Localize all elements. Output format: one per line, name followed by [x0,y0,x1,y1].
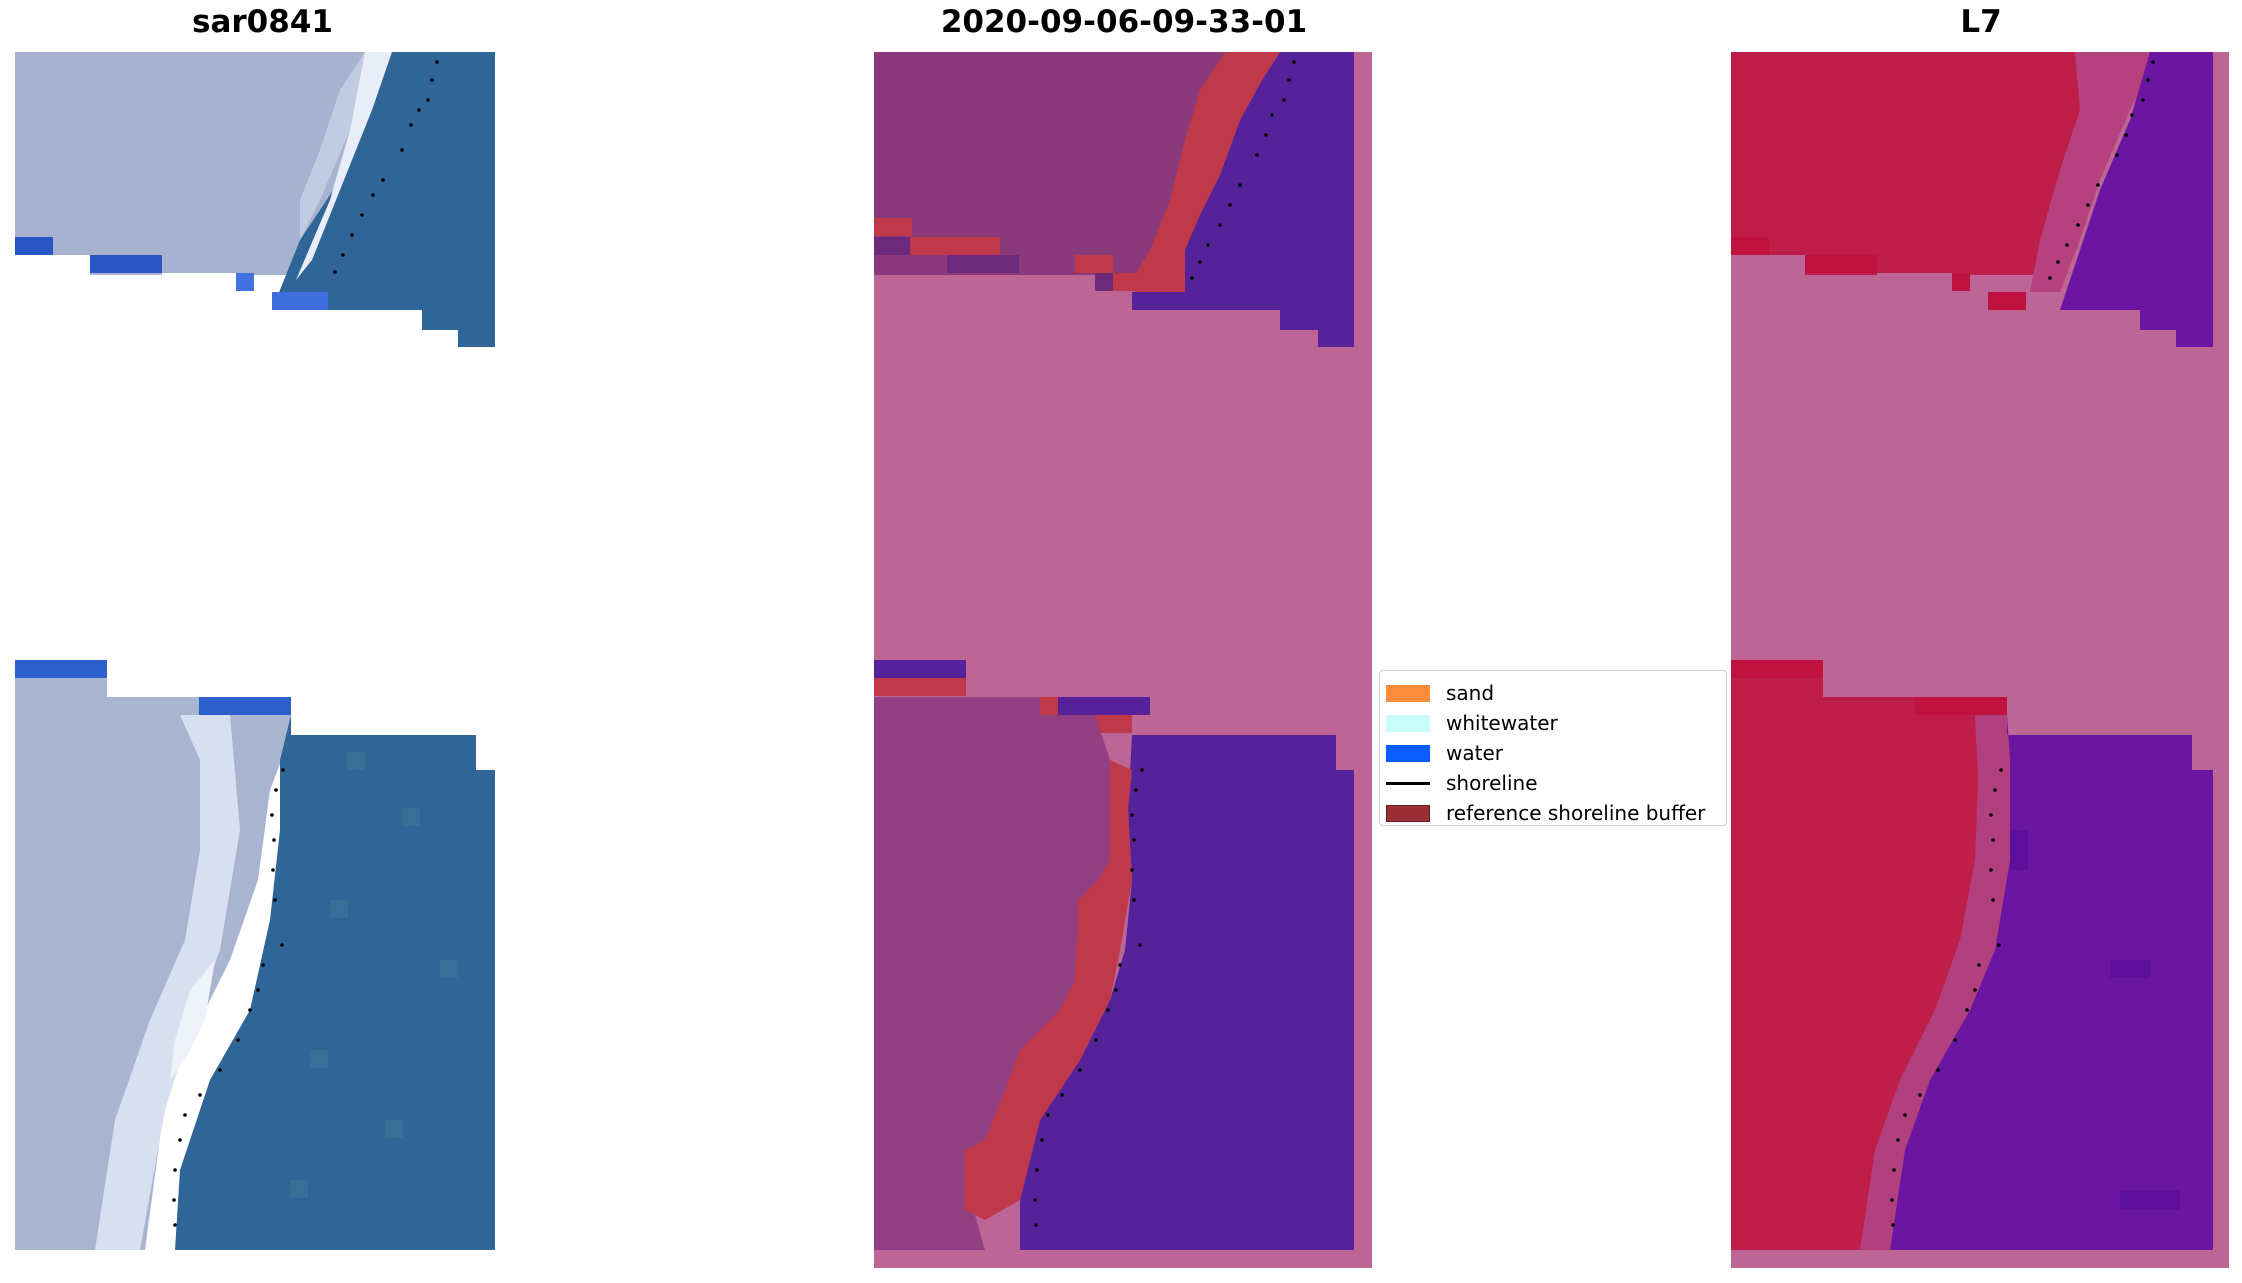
legend-label-water: water [1446,741,1503,765]
legend-item-water: water [1386,738,1503,768]
legend: sand whitewater water shoreline referenc… [1379,670,1727,826]
l7-red-strip-3 [1952,273,1970,291]
l7-nodata-top-4 [1970,292,1988,312]
rgb-water-bottom [175,715,495,1250]
rgb-blue-strip-3 [236,273,254,291]
rgb-white-gap-top3 [15,275,236,315]
rgb-foam-top [296,52,392,280]
l7-land-top [1731,52,2110,275]
l7-red-strip-2 [1805,255,1877,273]
reference-buffer-swatch [1386,804,1430,822]
rgb-image [15,52,495,1250]
class-buffer-strip-3 [1113,273,1185,291]
l7-transition-top [2030,52,2160,292]
class-land-patch [1060,715,1110,980]
rgb-foam-bright [170,960,215,1080]
class-water-bottom [1020,735,1354,1250]
l7-shoreline-dots [1890,60,2155,1227]
water-swatch [1386,744,1430,762]
class-buffer-top [1135,52,1280,292]
l7-image [1731,52,2229,1268]
whitewater-swatch [1386,714,1430,732]
class-buffer-strip-4 [874,678,966,696]
class-water-strip-2 [874,660,966,678]
rgb-water-texture [290,752,458,1198]
rgb-foam-top-2 [300,52,365,240]
class-water-strip-3 [1058,697,1150,715]
class-land-strip-3 [1095,273,1113,291]
class-buffer-bottom [965,760,1132,1220]
legend-item-whitewater: whitewater [1386,708,1558,738]
l7-water-texture [2010,830,2180,1210]
legend-label-sand: sand [1446,681,1495,705]
rgb-blue-strip-6 [199,697,291,715]
classification-image [874,52,1372,1268]
l7-red-strip-6 [1915,697,2007,715]
rgb-water-top [272,52,495,347]
class-buffer-strip [910,237,1000,255]
class-land-top [874,52,1225,275]
class-shoreline-dots [1033,60,1296,1227]
rgb-white-gap-top [15,255,90,275]
class-land-strip-1 [874,237,910,255]
rgb-white-gap-top4 [254,292,272,312]
legend-label-shoreline: shoreline [1446,771,1538,795]
shoreline-line-swatch [1386,781,1430,785]
rgb-blue-strip-4 [272,292,328,310]
l7-nodata-top-3 [1731,275,1952,315]
panel-title-l7: L7 [1960,4,2002,40]
class-water-top [1135,52,1354,347]
l7-red-strip-5 [1731,660,1823,678]
rgb-foam-bottom [95,715,240,1250]
rgb-blue-strip-2 [90,255,162,273]
class-buffer-top-2 [874,218,912,236]
l7-water-top [2060,52,2213,347]
legend-item-sand: sand [1386,678,1494,708]
l7-nodata-top-1 [1731,255,1805,275]
sand-swatch [1386,684,1430,702]
l7-red-strip-4 [1988,292,2026,310]
legend-item-shoreline: shoreline [1386,768,1538,798]
legend-label-whitewater: whitewater [1446,711,1558,735]
class-buffer-strip-5 [1040,697,1058,715]
panel-title-rgb: sar0841 [192,4,333,40]
legend-label-reference-buffer: reference shoreline buffer [1446,801,1706,825]
l7-land-bottom [1731,678,1990,1250]
class-water-strip [1132,292,1187,310]
rgb-blue-strip-1 [15,237,53,255]
l7-red-strip-1 [1731,237,1769,255]
legend-item-reference-buffer: reference shoreline buffer [1386,798,1705,828]
l7-transition-bottom [1860,715,2010,1250]
panel-title-classification: 2020-09-06-09-33-01 [940,4,1308,40]
rgb-shoreline-dots [172,60,439,1227]
rgb-blue-strip-5 [15,660,107,678]
class-buffer-strip-2 [1075,255,1113,273]
class-land-strip-2 [947,255,1019,273]
class-land-bottom [874,697,1110,1250]
l7-water-bottom [1890,715,2213,1250]
